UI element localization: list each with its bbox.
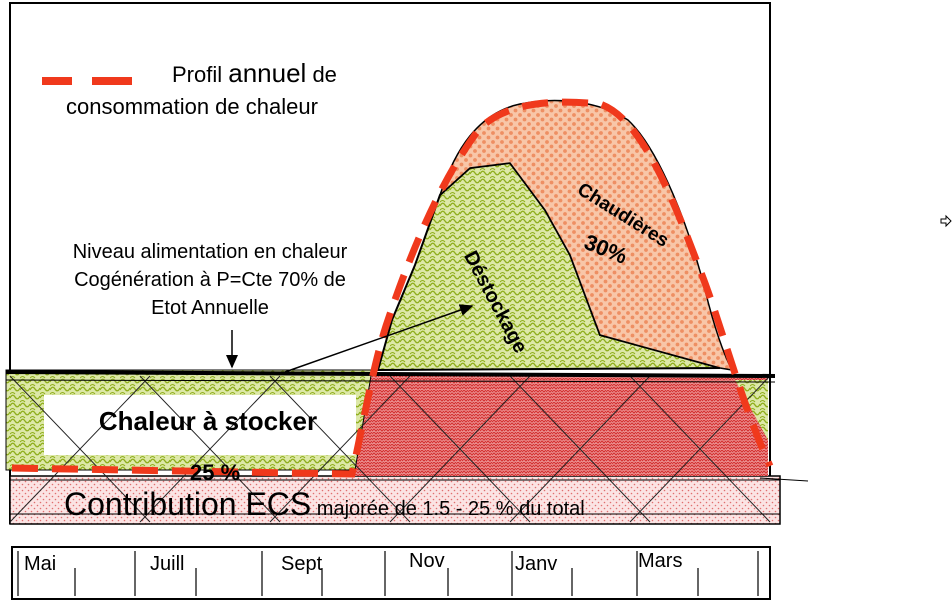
right-arrow-icon [940,214,952,228]
ecs-label: Contribution ECS majorée de 1.5 - 25 % d… [64,486,585,522]
month-label: Mai [24,553,56,575]
cogeneration-note-line1: Niveau alimentation en chaleur [73,241,348,263]
month-label: Janv [515,553,557,575]
legend-title-line2: consommation de chaleur [66,94,318,119]
stock-label-box [44,395,356,455]
cogeneration-winter-area [352,375,768,476]
month-label: Juill [150,553,184,575]
month-axis-ticks [17,551,759,596]
cogeneration-level-line [5,370,776,378]
stock-label: Chaleur à stocker [99,406,317,436]
month-label: Mars [638,550,682,572]
legend-title: Profil annuel de [172,58,337,88]
destock-arrow [284,304,474,373]
cogeneration-level-line-thin [5,379,776,383]
month-axis-box [11,546,771,600]
hidden-percent-label: 25 % [190,460,240,485]
cogeneration-note-line3: Etot Annuelle [151,297,269,319]
diagonal-grid [9,375,771,523]
month-label: Sept [281,553,323,575]
annual-profile-curve [11,98,774,478]
month-label: Nov [409,550,445,572]
cogeneration-note-line2: Cogénération à P=Cte 70% de [74,269,346,291]
right-tail-line [759,477,809,482]
